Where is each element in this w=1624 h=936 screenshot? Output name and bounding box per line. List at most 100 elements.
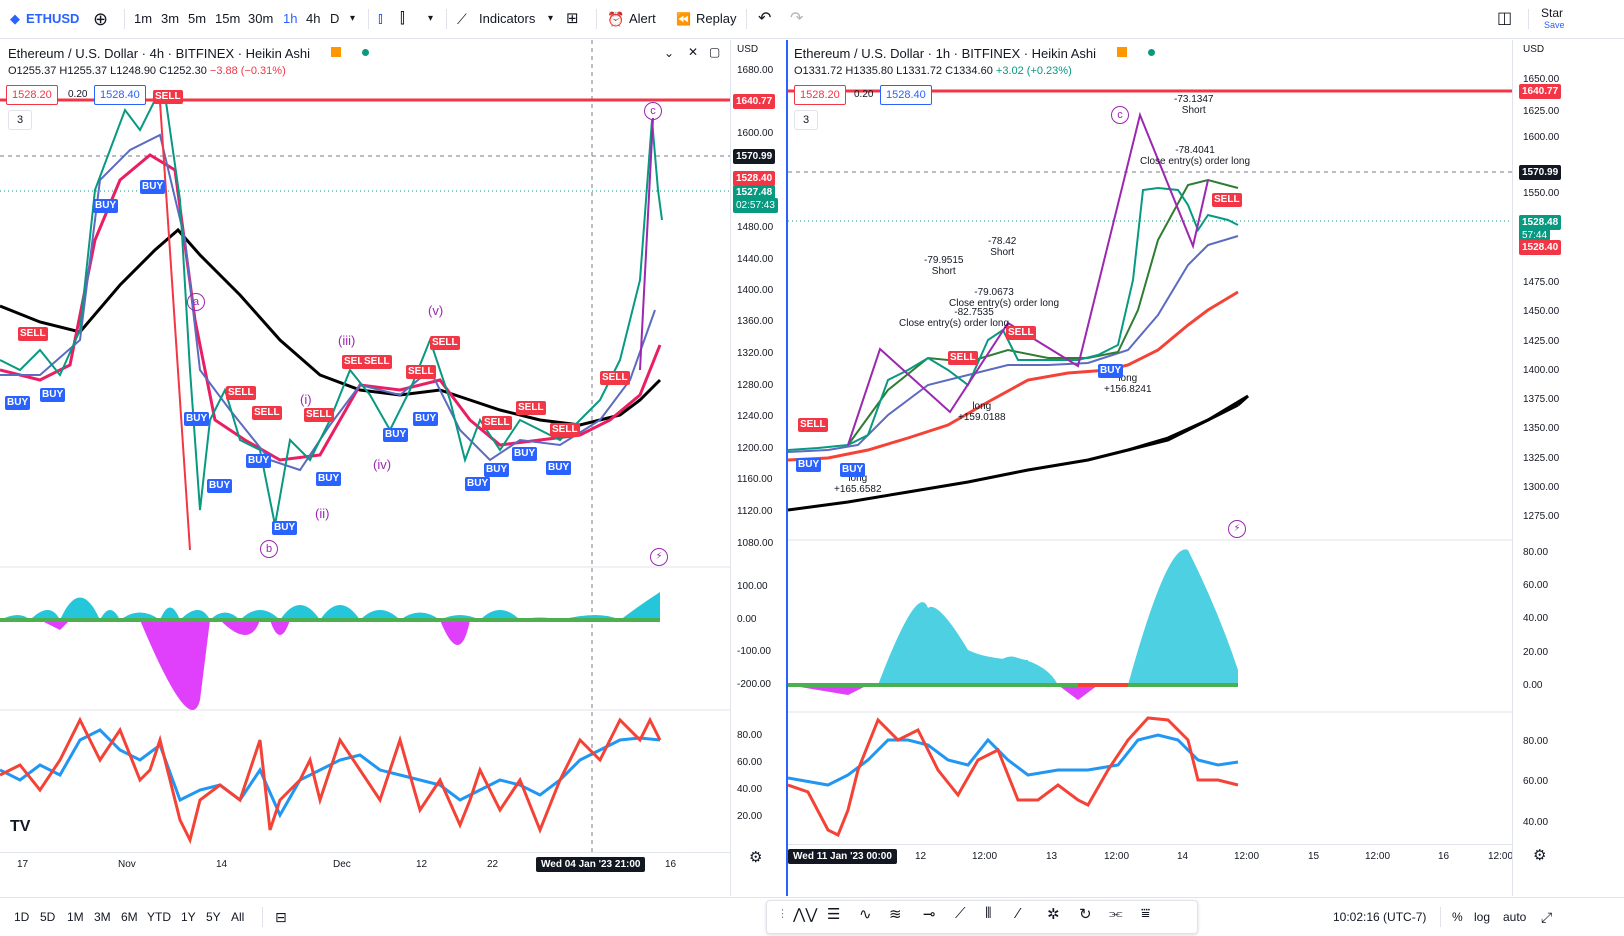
buy-price-box[interactable]: 1528.40 (94, 85, 146, 105)
left-chart-pane[interactable]: Ethereum / U.S. Dollar · 4h · BITFINEX ·… (0, 40, 730, 896)
sell-price-box[interactable]: 1528.20 (794, 85, 846, 105)
interval-d[interactable]: D (330, 11, 340, 26)
trend-line-icon[interactable]: ⟋ (955, 905, 966, 922)
left-time-axis[interactable]: 17 Nov 14 Dec 12 22 Wed 04 Jan '23 21:00… (0, 852, 730, 877)
expand-icon[interactable]: ⤢ (1541, 909, 1553, 925)
momentum-histogram (0, 592, 660, 710)
settings-gear-icon[interactable]: ⚙ (1533, 847, 1547, 864)
clock-timezone[interactable]: 10:02:16 (UTC-7) (1333, 910, 1427, 924)
rsi-tick: 80.00 (1523, 736, 1549, 747)
indicators-button[interactable]: Indicators (479, 11, 536, 26)
redo-icon[interactable]: ↷ (790, 10, 804, 27)
candles-icon[interactable]: ⫿ (400, 10, 405, 27)
range-ytd[interactable]: YTD (147, 910, 171, 924)
chevron-down-icon[interactable]: ▾ (548, 13, 554, 24)
flag-icon[interactable] (331, 47, 341, 57)
spiral-icon[interactable]: ↻ (1079, 906, 1092, 923)
time-tick: 14 (1177, 851, 1189, 862)
price-tick: 1400.00 (1523, 365, 1560, 376)
lightning-icon[interactable]: ⚡ (650, 548, 668, 566)
replay-button[interactable]: Replay (696, 11, 737, 26)
interval-1m[interactable]: 1m (134, 11, 153, 26)
interval-4h[interactable]: 4h (306, 11, 321, 26)
xabcd-icon[interactable]: ✲ (1047, 906, 1060, 923)
chevron-down-icon[interactable]: ▾ (428, 13, 434, 24)
sell-signal: SELL (798, 418, 828, 432)
ray-icon[interactable]: ⁄ (1017, 905, 1020, 922)
collapse-icon[interactable]: ⌄ (664, 46, 675, 60)
ema20-line (0, 133, 656, 472)
compare-add-icon[interactable]: ⊕ (93, 9, 109, 29)
left-price-axis[interactable]: USD 1680.00 1600.00 1480.00 1440.00 1400… (730, 40, 783, 896)
right-price-axis[interactable]: USD 1650.00 1625.00 1600.00 1550.00 1475… (1512, 40, 1569, 896)
tradingview-logo-icon[interactable]: TV (10, 818, 31, 835)
regression-icon[interactable]: ⩸ (1141, 905, 1151, 922)
interval-15m[interactable]: 15m (215, 11, 241, 26)
bar-style-icon[interactable]: ⫾ (378, 10, 383, 27)
buy-price-box[interactable]: 1528.40 (880, 85, 932, 105)
parallel-channel-icon[interactable]: ⫘ (1109, 905, 1123, 922)
settings-gear-icon[interactable]: ⚙ (749, 849, 763, 866)
osc-tick: 0.00 (1523, 680, 1543, 691)
symbol-search[interactable]: ETHUSD (26, 11, 80, 26)
trade-annotation: long +165.6582 (834, 473, 882, 495)
right-chart-pane[interactable]: Ethereum / U.S. Dollar · 1h · BITFINEX ·… (786, 40, 1514, 896)
auto-toggle[interactable]: auto (1503, 910, 1527, 924)
horizontal-ray-icon[interactable]: ⊸ (923, 906, 936, 923)
time-tick: Nov (118, 859, 136, 870)
flag-icon[interactable] (1117, 47, 1127, 57)
currency-selector[interactable]: USD (737, 44, 759, 55)
wave-pattern-icon[interactable]: ∿ (859, 906, 872, 923)
indicator-count[interactable]: 3 (8, 110, 32, 130)
alert-button[interactable]: Alert (629, 11, 656, 26)
alert-clock-icon[interactable]: ⏰ (607, 11, 625, 27)
sell-signal: SELL (226, 386, 256, 400)
close-icon[interactable]: ✕ (688, 45, 699, 59)
range-1m[interactable]: 1M (67, 910, 84, 924)
percent-toggle[interactable]: % (1452, 910, 1463, 924)
interval-1h[interactable]: 1h (283, 11, 298, 26)
wave-label-c: c (644, 102, 662, 120)
range-5d[interactable]: 5D (40, 910, 56, 924)
price-tick: 1240.00 (737, 411, 774, 422)
pattern-icon[interactable]: ⋀⋁ (793, 906, 818, 923)
templates-icon[interactable]: ⊞ (566, 10, 579, 27)
layout-icon[interactable]: ◫ (1497, 10, 1513, 27)
bar-timer-tag: 57:44 (1519, 228, 1551, 243)
maximize-icon[interactable]: ▢ (709, 45, 721, 59)
rsi-line-red (0, 716, 662, 845)
chevron-down-icon[interactable]: ▾ (350, 13, 356, 24)
indicators-icon[interactable]: ⟋ (457, 11, 467, 27)
right-time-axis[interactable]: Wed 11 Jan '23 00:00 12 12:00 13 12:00 1… (788, 844, 1514, 869)
indicator-count[interactable]: 3 (794, 110, 818, 130)
undo-icon[interactable]: ↶ (758, 10, 772, 27)
close-value: C1252.30 (159, 65, 207, 77)
trade-annotation: -78.42 Short (988, 236, 1017, 258)
change-value: −3.88 (−0.31%) (209, 65, 286, 77)
ema50-line (788, 290, 1239, 462)
interval-30m[interactable]: 30m (248, 11, 274, 26)
interval-3m[interactable]: 3m (161, 11, 180, 26)
vertical-lines-icon[interactable]: ⦀ (985, 905, 992, 922)
log-toggle[interactable]: log (1474, 910, 1491, 924)
range-1d[interactable]: 1D (14, 910, 30, 924)
layout-name[interactable]: Star (1541, 6, 1564, 20)
time-tick: Dec (333, 859, 351, 870)
price-tick: 1440.00 (737, 254, 774, 265)
drag-handle-icon[interactable]: ⋮ (777, 908, 788, 920)
range-3m[interactable]: 3M (94, 910, 111, 924)
lightning-icon[interactable]: ⚡ (1228, 520, 1246, 538)
zigzag-line (847, 111, 1209, 446)
save-button[interactable]: Save (1544, 20, 1565, 30)
range-1y[interactable]: 1Y (181, 910, 196, 924)
range-5y[interactable]: 5Y (206, 910, 221, 924)
range-all[interactable]: All (231, 910, 245, 924)
text-lines-icon[interactable]: ☰ (827, 906, 841, 923)
goto-date-icon[interactable]: ⊟ (275, 909, 287, 925)
interval-5m[interactable]: 5m (188, 11, 207, 26)
sell-price-box[interactable]: 1528.20 (6, 85, 58, 105)
range-6m[interactable]: 6M (121, 910, 138, 924)
currency-selector[interactable]: USD (1523, 44, 1545, 55)
fib-icon[interactable]: ≋ (889, 906, 902, 923)
replay-icon[interactable]: ⏪ (676, 12, 691, 26)
